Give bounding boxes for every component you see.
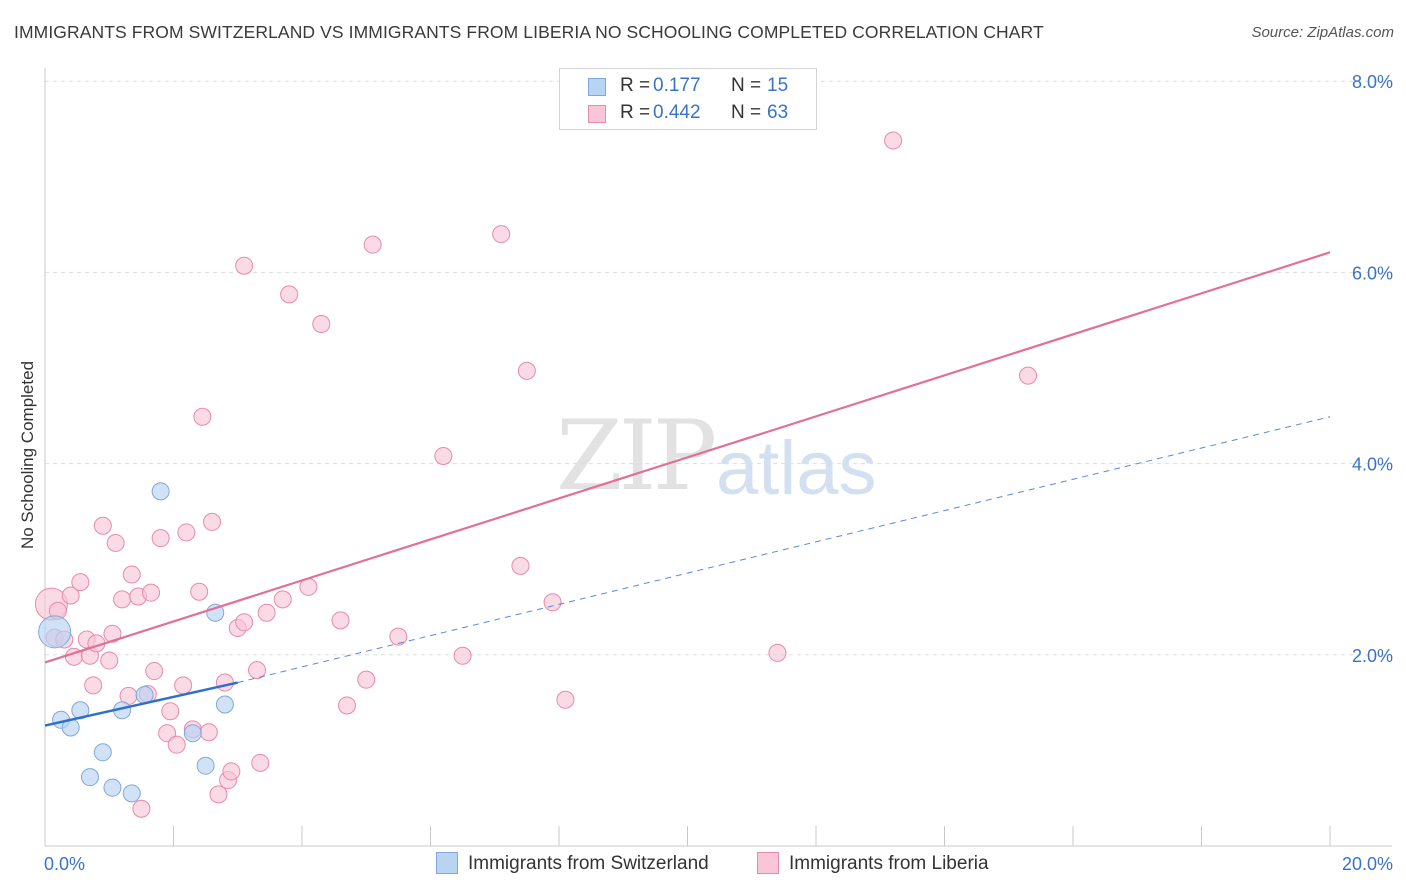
switzerland-trend-extension: [237, 416, 1331, 684]
liberia-point: [145, 662, 164, 681]
liberia-point: [142, 583, 161, 602]
switzerland-point: [196, 756, 215, 775]
switzerland-point: [151, 482, 170, 501]
legend-r-value: 0.442: [653, 102, 701, 123]
legend-r-label: R =: [620, 102, 651, 123]
liberia-point: [61, 586, 80, 605]
liberia-point: [177, 523, 196, 542]
liberia-point: [556, 690, 575, 709]
switzerland-point: [183, 724, 202, 743]
switzerland-point: [80, 768, 99, 787]
switzerland-point: [103, 778, 122, 797]
legend-n-label: N =: [731, 102, 762, 123]
liberia-point: [312, 315, 331, 334]
liberia-point: [248, 661, 267, 680]
legend-row-switzerland: R = 0.177 N = 15: [560, 74, 816, 100]
liberia-point: [768, 643, 787, 662]
liberia-point: [235, 613, 254, 632]
liberia-point: [113, 590, 132, 609]
switzerland-point: [93, 743, 112, 762]
bottom-legend-switzerland: Immigrants from Switzerland: [436, 852, 709, 875]
legend-r-label: R =: [620, 75, 651, 96]
legend-n-label: N =: [731, 75, 762, 96]
bottom-legend-swatch-switzerland: [436, 852, 458, 874]
liberia-point: [357, 670, 376, 689]
liberia-point: [235, 256, 254, 275]
y-tick-label: 2.0%: [1352, 646, 1393, 666]
liberia-point: [174, 676, 193, 695]
y-tick-label: 6.0%: [1352, 263, 1393, 283]
bottom-legend-label-switzerland: Immigrants from Switzerland: [468, 853, 709, 874]
switzerland-point: [122, 784, 141, 803]
y-tick-label: 4.0%: [1352, 455, 1393, 475]
source-credit: Source: ZipAtlas.com: [1251, 24, 1394, 41]
liberia-point: [331, 611, 350, 630]
switzerland-point: [215, 695, 234, 714]
liberia-point: [151, 529, 170, 548]
legend-row-liberia: R = 0.442 N = 63: [560, 101, 816, 127]
legend-n-value: 63: [767, 102, 789, 123]
liberia-point: [199, 723, 218, 742]
liberia-point: [511, 556, 530, 575]
legend-n-value: 15: [767, 75, 789, 96]
bottom-legend-label-liberia: Immigrants from Liberia: [789, 853, 989, 874]
liberia-point: [71, 573, 90, 592]
liberia-point: [517, 361, 536, 380]
liberia-point: [122, 565, 141, 584]
liberia-point: [453, 646, 472, 665]
liberia-point: [193, 407, 212, 426]
chart-title: IMMIGRANTS FROM SWITZERLAND VS IMMIGRANT…: [14, 22, 1044, 42]
liberia-point: [222, 762, 241, 781]
liberia-point: [158, 724, 177, 743]
liberia-point: [190, 582, 209, 601]
legend-swatch-liberia: [588, 105, 606, 123]
liberia-point: [884, 131, 903, 150]
bottom-legend-swatch-liberia: [757, 852, 779, 874]
liberia-point: [203, 512, 222, 531]
liberia-point: [337, 696, 356, 715]
liberia-point: [215, 673, 234, 692]
bottom-legend-liberia: Immigrants from Liberia: [757, 852, 989, 875]
x-tick-label: 20.0%: [1342, 854, 1393, 874]
liberia-point: [363, 235, 382, 254]
y-tick-label: 8.0%: [1352, 72, 1393, 92]
liberia-point: [100, 651, 119, 670]
liberia-point: [251, 753, 270, 772]
liberia-point: [93, 516, 112, 535]
liberia-point: [257, 603, 276, 622]
switzerland-point: [38, 615, 72, 649]
liberia-point: [106, 533, 125, 552]
liberia-point: [103, 624, 122, 643]
liberia-point: [492, 225, 511, 244]
liberia-point: [132, 799, 151, 818]
liberia-point: [389, 627, 408, 646]
liberia-point: [543, 593, 562, 612]
liberia-point: [167, 735, 186, 754]
liberia-point: [434, 446, 453, 465]
liberia-point: [209, 785, 228, 804]
correlation-legend: R = 0.177 N = 15 R = 0.442 N = 63: [559, 68, 817, 130]
liberia-point: [1019, 366, 1038, 385]
switzerland-trend-line: [44, 681, 239, 727]
liberia-point: [84, 676, 103, 695]
liberia-point: [161, 702, 180, 721]
x-tick-label: 0.0%: [44, 854, 85, 874]
y-axis-label: No Schooling Completed: [18, 360, 37, 550]
legend-r-value: 0.177: [653, 75, 701, 96]
liberia-point: [280, 285, 299, 304]
legend-swatch-switzerland: [588, 78, 606, 96]
liberia-trend-line: [44, 251, 1331, 664]
liberia-point: [273, 590, 292, 609]
